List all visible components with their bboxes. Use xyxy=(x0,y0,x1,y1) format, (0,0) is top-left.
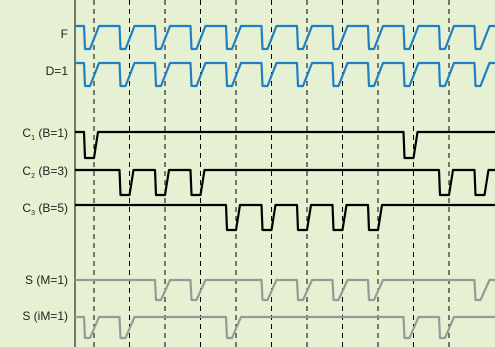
signal-label-subscript: 2 xyxy=(31,173,35,180)
signal-label-C1: C1 (B=1) xyxy=(22,126,68,142)
signal-labels: FD=1C1 (B=1)C2 (B=3)C3 (B=5)S (M=1)S (iM… xyxy=(22,27,68,323)
signal-label-text: S (M=1) xyxy=(25,273,68,287)
signal-label-text: F xyxy=(61,27,68,41)
signal-label-text: S (iM=1) xyxy=(22,309,68,323)
signal-label-SM1: S (M=1) xyxy=(25,273,68,287)
signal-label-suffix: (B=3) xyxy=(35,164,68,178)
signal-label-C3: C3 (B=5) xyxy=(22,201,68,217)
signal-label-text: D=1 xyxy=(46,64,69,78)
waveform-F xyxy=(75,24,495,51)
signal-label-C2: C2 (B=3) xyxy=(22,164,68,180)
waveform-SiM1 xyxy=(75,315,495,340)
waveform-C1 xyxy=(75,130,495,160)
signal-label-suffix: (B=5) xyxy=(35,201,68,215)
waveforms xyxy=(75,24,495,340)
signal-label-F: F xyxy=(61,27,68,41)
signal-label-suffix: (B=1) xyxy=(35,126,68,140)
signal-label-text: C xyxy=(22,126,31,140)
signal-label-subscript: 1 xyxy=(31,135,35,142)
waveform-C3 xyxy=(75,203,495,232)
signal-label-SiM1: S (iM=1) xyxy=(22,309,68,323)
waveform-SM1 xyxy=(75,278,495,302)
signal-label-subscript: 3 xyxy=(31,210,35,217)
signal-label-text: C xyxy=(22,201,31,215)
grid-lines xyxy=(93,0,450,347)
signal-label-D1: D=1 xyxy=(46,64,69,78)
signal-label-text: C xyxy=(22,164,31,178)
waveform-C2 xyxy=(75,168,495,197)
waveform-D1 xyxy=(75,61,495,88)
